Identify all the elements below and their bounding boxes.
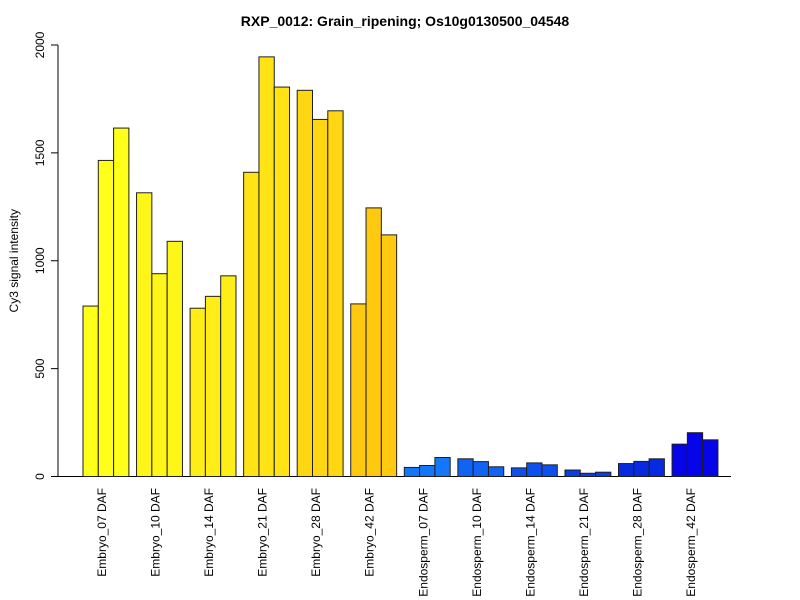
y-tick-label: 1500 <box>33 139 47 166</box>
y-tick-label: 0 <box>33 473 47 480</box>
bar <box>273 86 291 477</box>
bar <box>457 458 474 477</box>
bar <box>113 127 130 477</box>
x-group-label: Embryo_42 DAF <box>363 488 377 577</box>
bar <box>526 462 543 478</box>
bar <box>579 472 597 478</box>
x-group-label: Endosperm_42 DAF <box>684 488 698 597</box>
bar <box>595 471 612 478</box>
bar <box>365 207 382 477</box>
bar <box>510 467 528 477</box>
y-tick-label: 2000 <box>33 31 47 58</box>
bar <box>380 234 398 477</box>
x-group-label: Embryo_28 DAF <box>309 488 323 577</box>
bar <box>686 432 704 478</box>
bar <box>82 305 99 477</box>
bar <box>204 295 222 477</box>
x-group-label: Embryo_07 DAF <box>95 488 109 577</box>
bar <box>312 118 329 478</box>
bar <box>243 171 260 477</box>
bar <box>136 192 153 477</box>
bar <box>648 458 665 477</box>
y-tick-label: 1000 <box>33 247 47 274</box>
x-group-label: Endosperm_10 DAF <box>470 488 484 597</box>
x-group-label: Embryo_10 DAF <box>149 488 163 577</box>
x-group-label: Endosperm_07 DAF <box>416 488 430 597</box>
x-group-label: Endosperm_14 DAF <box>523 488 537 597</box>
bar <box>166 240 183 477</box>
bar <box>419 465 436 477</box>
bar <box>151 273 168 477</box>
bar <box>220 275 237 477</box>
bar <box>618 463 635 478</box>
chart-title: RXP_0012: Grain_ripening; Os10g0130500_0… <box>241 13 570 29</box>
x-group-label: Embryo_14 DAF <box>202 488 216 577</box>
bar <box>702 439 719 478</box>
bar <box>564 469 581 477</box>
bar <box>296 89 314 477</box>
x-group-label: Embryo_21 DAF <box>256 488 270 577</box>
bar <box>258 56 275 478</box>
bar <box>403 466 421 478</box>
y-axis-title: Cy3 signal intensity <box>7 209 21 312</box>
x-group-label: Endosperm_28 DAF <box>630 488 644 597</box>
bar <box>327 110 344 478</box>
bar <box>472 461 489 477</box>
bar <box>434 457 451 478</box>
x-group-label: Endosperm_21 DAF <box>577 488 591 597</box>
bar <box>541 464 558 478</box>
bar <box>350 303 367 477</box>
bar <box>633 460 650 477</box>
bar <box>487 466 505 478</box>
bar <box>671 443 688 478</box>
bar <box>97 159 115 477</box>
bar <box>189 307 206 477</box>
y-tick-label: 500 <box>33 358 47 378</box>
